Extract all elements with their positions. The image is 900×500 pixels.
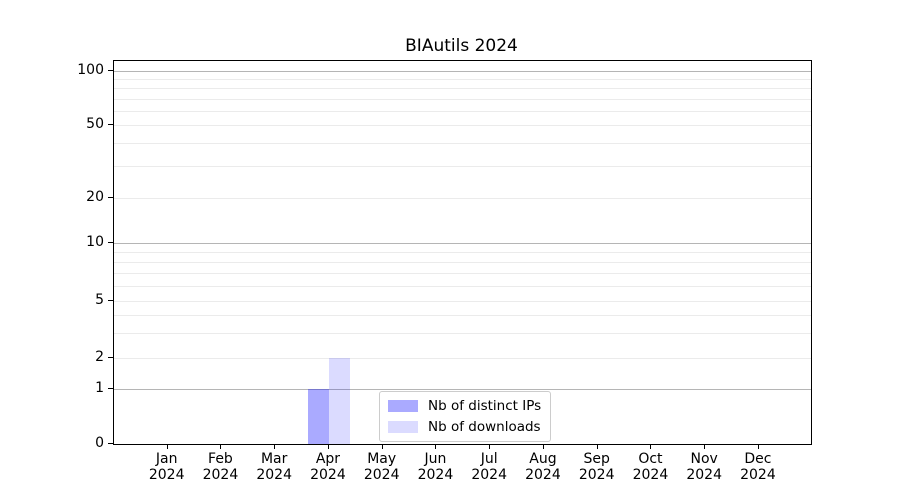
- x-tick-month: Apr: [315, 451, 341, 467]
- y-tick-label-100: 100: [77, 61, 104, 78]
- x-tick-mark-dec: [757, 444, 759, 449]
- bar-apr-downloads: [328, 358, 350, 444]
- gridline-major-100: [114, 71, 811, 72]
- gridline-minor-8: [114, 262, 811, 263]
- gridline-minor-20: [114, 198, 811, 199]
- gridline-minor-40: [114, 143, 811, 144]
- legend-swatch-icon: [388, 421, 418, 433]
- x-tick-mark-may: [381, 444, 383, 449]
- x-tick-year: 2024: [686, 467, 722, 483]
- x-tick-label-dec: Dec 2024: [730, 451, 786, 483]
- x-tick-label-jan: Jan 2024: [139, 451, 195, 483]
- gridline-minor-4: [114, 315, 811, 316]
- y-tick-label-20: 20: [86, 188, 104, 205]
- x-tick-year: 2024: [363, 467, 400, 483]
- x-tick-year: 2024: [310, 467, 346, 483]
- plot-area: Nb of distinct IPs Nb of downloads: [113, 60, 812, 445]
- y-tick-mark-20: [108, 197, 113, 198]
- gridline-minor-90: [114, 79, 811, 80]
- gridline-minor-30: [114, 166, 811, 167]
- x-tick-label-aug: Aug 2024: [515, 451, 571, 483]
- gridline-minor-70: [114, 99, 811, 100]
- y-tick-label-5: 5: [95, 291, 104, 308]
- x-tick-mark-jan: [166, 444, 168, 449]
- y-tick-label-1: 1: [95, 379, 104, 396]
- x-tick-month: Sep: [583, 451, 610, 467]
- gridline-major-10: [114, 243, 811, 244]
- y-tick-mark-50: [108, 124, 113, 125]
- legend-item-0: Nb of distinct IPs: [388, 398, 541, 414]
- legend-item-1: Nb of downloads: [388, 419, 541, 435]
- bar-apr-distinct-ips: [307, 389, 329, 444]
- x-tick-year: 2024: [256, 467, 292, 483]
- gridline-minor-6: [114, 286, 811, 287]
- x-tick-mark-nov: [704, 444, 706, 449]
- x-tick-label-mar: Mar 2024: [246, 451, 302, 483]
- gridline-minor-80: [114, 88, 811, 89]
- x-tick-year: 2024: [740, 467, 776, 483]
- x-tick-mark-mar: [274, 444, 276, 449]
- gridline-minor-60: [114, 111, 811, 112]
- x-tick-month: May: [367, 451, 397, 467]
- x-tick-year: 2024: [202, 467, 239, 483]
- x-tick-label-jun: Jun 2024: [407, 451, 463, 483]
- x-tick-mark-apr: [327, 444, 329, 449]
- chart-title: BIAutils 2024: [405, 36, 518, 56]
- x-tick-month: Feb: [208, 451, 233, 467]
- x-tick-month: Jul: [480, 451, 498, 467]
- y-tick-label-2: 2: [95, 348, 104, 365]
- y-tick-mark-5: [108, 300, 113, 301]
- x-tick-mark-sep: [596, 444, 598, 449]
- x-tick-month: Aug: [529, 451, 557, 467]
- y-tick-mark-1: [108, 388, 113, 389]
- gridline-minor-5: [114, 301, 811, 302]
- x-tick-month: Oct: [638, 451, 663, 467]
- x-tick-year: 2024: [417, 467, 454, 483]
- y-tick-label-10: 10: [86, 233, 104, 250]
- gridline-minor-2: [114, 358, 811, 359]
- x-tick-label-nov: Nov 2024: [676, 451, 732, 483]
- y-tick-mark-10: [108, 242, 113, 243]
- y-tick-label-0: 0: [95, 434, 104, 451]
- y-tick-mark-0: [108, 443, 113, 444]
- x-tick-mark-jul: [489, 444, 491, 449]
- x-tick-year: 2024: [578, 467, 615, 483]
- x-tick-label-sep: Sep 2024: [569, 451, 625, 483]
- legend-label: Nb of downloads: [428, 419, 541, 435]
- gridline-minor-50: [114, 125, 811, 126]
- x-tick-label-feb: Feb 2024: [192, 451, 248, 483]
- gridline-major-1: [114, 389, 811, 390]
- x-tick-year: 2024: [471, 467, 507, 483]
- gridline-minor-3: [114, 333, 811, 334]
- x-tick-label-jul: Jul 2024: [461, 451, 517, 483]
- x-tick-mark-oct: [650, 444, 652, 449]
- x-tick-month: Jan: [155, 451, 178, 467]
- x-tick-mark-aug: [542, 444, 544, 449]
- x-tick-year: 2024: [632, 467, 669, 483]
- x-tick-mark-jun: [435, 444, 437, 449]
- x-tick-month: Nov: [690, 451, 718, 467]
- y-tick-mark-2: [108, 357, 113, 358]
- legend-swatch-icon: [388, 400, 418, 412]
- gridline-minor-9: [114, 252, 811, 253]
- x-tick-month: Jun: [424, 451, 447, 467]
- x-tick-month: Mar: [260, 451, 288, 467]
- y-tick-label-50: 50: [86, 115, 104, 132]
- x-tick-label-oct: Oct 2024: [622, 451, 678, 483]
- x-tick-year: 2024: [525, 467, 561, 483]
- x-tick-year: 2024: [148, 467, 185, 483]
- x-tick-label-may: May 2024: [354, 451, 410, 483]
- gridline-minor-7: [114, 273, 811, 274]
- x-tick-mark-feb: [220, 444, 222, 449]
- legend: Nb of distinct IPs Nb of downloads: [379, 391, 552, 442]
- x-tick-month: Dec: [744, 451, 772, 467]
- legend-label: Nb of distinct IPs: [428, 398, 542, 414]
- y-tick-mark-100: [108, 70, 113, 71]
- x-tick-label-apr: Apr 2024: [300, 451, 356, 483]
